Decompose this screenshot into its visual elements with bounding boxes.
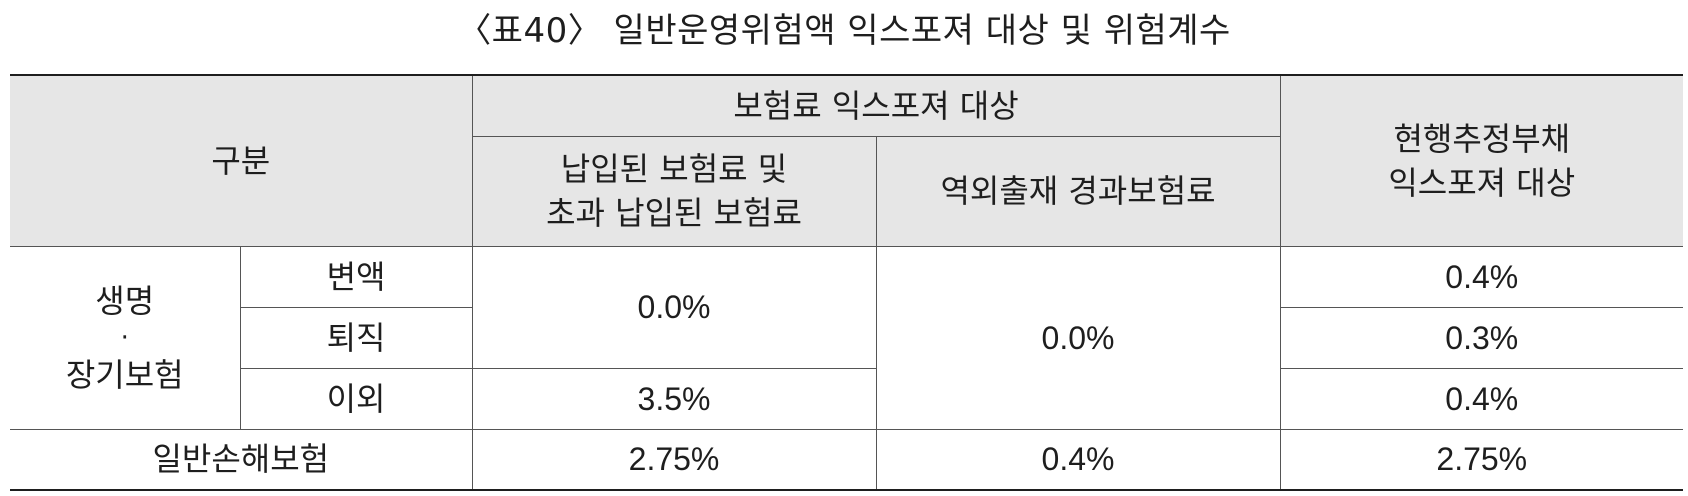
table-title: 〈표40〉 일반운영위험액 익스포져 대상 및 위험계수 xyxy=(457,11,1231,51)
paid-variable-retirement-value: 0.0% xyxy=(471,245,877,369)
header-reserve-line1: 현행추정부채 xyxy=(1393,119,1571,158)
header-category: 구분 xyxy=(10,74,473,247)
row-label-other: 이외 xyxy=(240,367,473,430)
table-row: 생명 · 장기보험 변액 0.0% 0.0% 0.4% xyxy=(10,245,1684,430)
header-premium-exposure: 보험료 익스포져 대상 xyxy=(471,74,1281,137)
table-row: 이외 3.5% 0.4% xyxy=(10,367,1684,430)
risk-coefficient-table: 구분 보험료 익스포져 대상 현행추정부채 익스포져 대상 납입된 보험료 및 … xyxy=(10,74,1684,491)
header-paid-premium: 납입된 보험료 및 초과 납입된 보험료 xyxy=(472,135,877,247)
row-label-retirement: 퇴직 xyxy=(240,306,473,369)
header-reserve-line2: 익스포져 대상 xyxy=(1388,163,1576,202)
header-reinsurance-premium: 역외출재 경과보험료 xyxy=(875,135,1281,247)
reserve-variable-value: 0.4% xyxy=(1279,245,1684,308)
life-label-line2: 장기보험 xyxy=(65,355,184,394)
general-reserve-value: 2.75% xyxy=(1279,428,1684,491)
paid-other-value: 3.5% xyxy=(471,367,877,430)
row-label-variable: 변액 xyxy=(239,245,473,308)
life-reinsurance-value: 0.0% xyxy=(875,245,1281,430)
life-label-dot: · xyxy=(120,322,129,353)
reserve-retirement-value: 0.3% xyxy=(1279,306,1684,369)
general-paid-value: 2.75% xyxy=(471,428,877,491)
header-reserve-exposure: 현행추정부채 익스포져 대상 xyxy=(1279,74,1684,247)
life-long-term-label: 생명 · 장기보험 xyxy=(10,245,241,430)
header-paid-premium-line1: 납입된 보험료 및 xyxy=(560,150,788,188)
life-label-line1: 생명 xyxy=(95,281,155,320)
general-reinsurance-value: 0.4% xyxy=(875,428,1281,491)
header-row-2: 납입된 보험료 및 초과 납입된 보험료 역외출재 경과보험료 xyxy=(10,135,1683,247)
reserve-other-value: 0.4% xyxy=(1279,367,1684,430)
general-insurance-label: 일반손해보험 xyxy=(10,428,473,491)
table-row: 일반손해보험 2.75% 0.4% 2.75% xyxy=(10,428,1684,491)
header-paid-premium-line2: 초과 납입된 보험료 xyxy=(546,194,802,232)
header-row-1: 구분 보험료 익스포져 대상 현행추정부채 익스포져 대상 xyxy=(10,74,1684,247)
